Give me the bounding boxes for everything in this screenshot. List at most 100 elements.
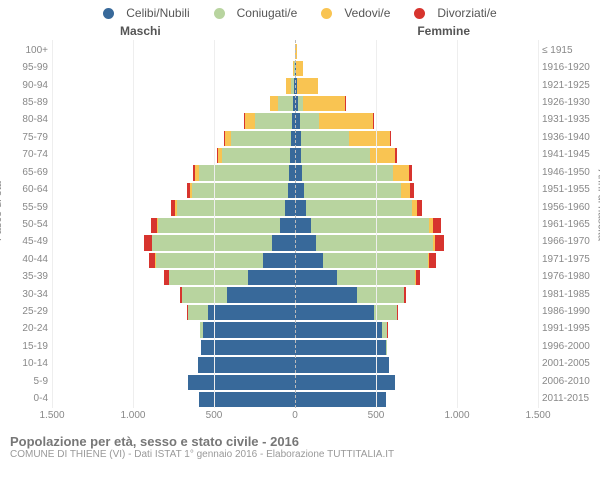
bar-segment xyxy=(263,252,295,269)
bar-segment xyxy=(295,182,304,199)
male-bar xyxy=(0,60,295,75)
bar-segment xyxy=(295,164,302,181)
bar-segment xyxy=(295,199,306,216)
male-bar xyxy=(0,252,295,267)
center-line xyxy=(295,40,296,408)
bar-segment xyxy=(373,112,374,129)
plot-area: Fasce di età Anni di nascita 100+95-9990… xyxy=(52,40,538,430)
bar-segment xyxy=(182,286,227,303)
bar-segment xyxy=(416,269,421,286)
legend-item: Vedovi/e xyxy=(315,6,396,20)
male-bar xyxy=(0,286,295,301)
bar-segment xyxy=(288,182,295,199)
bar-segment xyxy=(395,147,397,164)
legend-item: Coniugati/e xyxy=(208,6,304,20)
legend-item: Divorziati/e xyxy=(408,6,502,20)
x-tick-label: 1.500 xyxy=(525,410,550,421)
bar-segment xyxy=(255,112,292,129)
bar-segment xyxy=(404,286,406,303)
female-bar xyxy=(295,112,600,127)
bar-segment xyxy=(222,147,290,164)
bar-segment xyxy=(417,199,422,216)
bar-segment xyxy=(144,234,152,251)
bar-segment xyxy=(169,269,248,286)
bar-segment xyxy=(295,304,374,321)
female-bar xyxy=(295,374,600,389)
female-bar xyxy=(295,356,600,371)
male-bar xyxy=(0,43,295,58)
bar-segment xyxy=(374,304,397,321)
chart-footer: Popolazione per età, sesso e stato civil… xyxy=(0,430,600,460)
footer-title: Popolazione per età, sesso e stato civil… xyxy=(10,434,590,449)
male-bar xyxy=(0,112,295,127)
female-bar xyxy=(295,234,600,249)
bar-segment xyxy=(300,112,319,129)
legend-label: Celibi/Nubili xyxy=(126,6,189,20)
bar-segment xyxy=(409,164,411,181)
bar-segment xyxy=(280,217,295,234)
bar-segment xyxy=(295,374,395,391)
grid-line xyxy=(457,40,458,408)
legend: Celibi/Nubili Coniugati/e Vedovi/e Divorzia… xyxy=(0,0,600,24)
male-bar xyxy=(0,199,295,214)
bar-segment xyxy=(357,286,404,303)
bar-segment xyxy=(303,95,345,112)
bar-segment xyxy=(270,95,278,112)
legend-label: Coniugati/e xyxy=(237,6,298,20)
bar-segment xyxy=(285,199,295,216)
bar-segment xyxy=(188,374,295,391)
male-bar xyxy=(0,234,295,249)
bar-segment xyxy=(295,339,386,356)
legend-swatch xyxy=(214,8,225,19)
female-bar xyxy=(295,304,600,319)
bar-segment xyxy=(302,164,393,181)
female-header: Femmine xyxy=(417,24,470,38)
bar-segment xyxy=(278,95,293,112)
bar-segment xyxy=(296,60,303,77)
x-tick-label: 0 xyxy=(292,410,298,421)
bar-segment xyxy=(311,217,429,234)
female-bar xyxy=(295,269,600,284)
female-bar xyxy=(295,217,600,232)
legend-swatch xyxy=(414,8,425,19)
bar-segment xyxy=(295,252,323,269)
bar-segment xyxy=(188,304,207,321)
female-bar xyxy=(295,321,600,336)
x-tick-label: 500 xyxy=(368,410,385,421)
bar-segment xyxy=(295,321,382,338)
female-bar xyxy=(295,130,600,145)
x-axis-ticks: 1.5001.00050005001.0001.500 xyxy=(52,410,538,430)
male-bar xyxy=(0,164,295,179)
bar-segment xyxy=(245,112,255,129)
bar-segment xyxy=(295,269,337,286)
bar-segment xyxy=(158,217,280,234)
bar-segment xyxy=(304,182,401,199)
grid-line xyxy=(538,40,539,408)
grid-line xyxy=(52,40,53,408)
male-bar xyxy=(0,391,295,406)
bar-segment xyxy=(156,252,263,269)
bar-segment xyxy=(301,147,369,164)
male-bar xyxy=(0,182,295,197)
male-bar xyxy=(0,321,295,336)
bar-segment xyxy=(433,217,441,234)
male-bar xyxy=(0,339,295,354)
bar-segment xyxy=(301,130,350,147)
male-bar xyxy=(0,130,295,145)
bar-segment xyxy=(306,199,413,216)
bar-segment xyxy=(390,130,391,147)
female-bar xyxy=(295,164,600,179)
male-bar xyxy=(0,77,295,92)
legend-swatch xyxy=(103,8,114,19)
bar-segment xyxy=(297,77,318,94)
male-bar xyxy=(0,356,295,371)
x-tick-label: 500 xyxy=(206,410,223,421)
bar-segment xyxy=(203,321,295,338)
bar-segment xyxy=(295,217,311,234)
bar-segment xyxy=(295,286,357,303)
bar-segment xyxy=(295,356,389,373)
female-bar xyxy=(295,147,600,162)
female-bar xyxy=(295,252,600,267)
bar-segment xyxy=(177,199,286,216)
bar-segment xyxy=(295,391,386,408)
